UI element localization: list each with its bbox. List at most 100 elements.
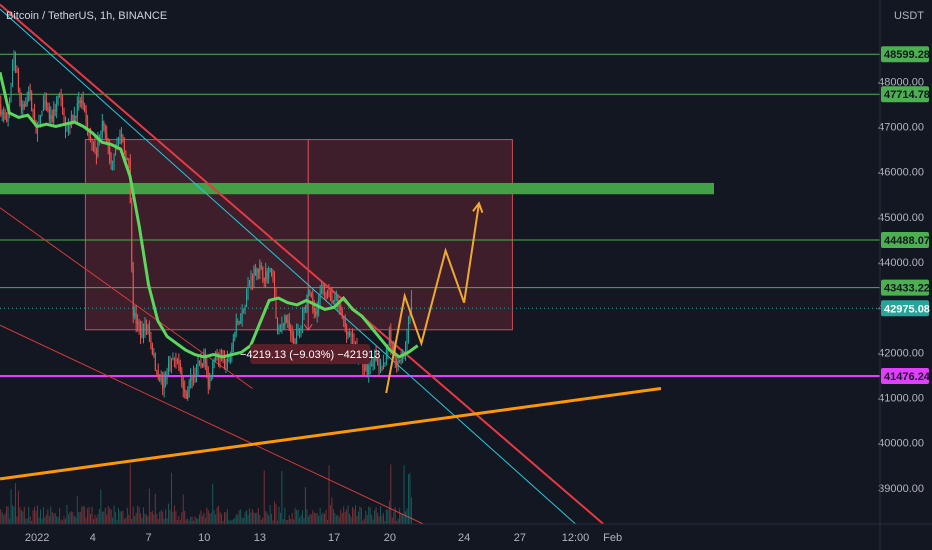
volume-bar [112,517,114,524]
volume-bar [168,503,170,524]
volume-bar [240,509,242,524]
volume-bar [306,508,308,524]
volume-bar [254,513,256,524]
candle-body [271,268,273,275]
volume-bar [284,507,286,524]
candle-body [16,70,18,72]
candle-body [285,316,287,323]
candle-body [170,358,172,368]
volume-bar [378,516,380,524]
volume-bar [193,520,195,524]
candle-body [309,290,311,295]
price-level-tag: 44488.07 [884,235,930,247]
volume-bar [13,506,15,524]
candle-body [391,345,393,350]
x-tick-label: 24 [458,532,470,544]
volume-bar [143,507,145,524]
candle-body [388,330,390,345]
candle-body [250,276,252,283]
volume-bar [90,514,92,524]
candle-body [405,346,407,356]
candle-body [179,363,181,371]
volume-bar [42,507,44,524]
candle-body [79,100,81,103]
volume-bar [175,511,177,524]
candle-body [234,332,236,339]
volume-bar [310,514,312,524]
candle-body [6,119,8,122]
volume-bar [244,512,246,524]
volume-bar [148,488,150,524]
volume-bar [303,518,305,524]
volume-bar [19,507,21,524]
symbol-title: Bitcoin / TetherUS, 1h, BINANCE [6,10,168,22]
candle-body [120,134,122,136]
trendline-channel-lower [0,324,424,525]
volume-bar [1,512,3,524]
volume-bar [157,519,159,524]
volume-bar [382,513,384,524]
volume-bar [359,506,361,524]
volume-bar [385,509,387,524]
volume-bar [301,510,303,524]
volume-bar [26,518,28,524]
volume-bar [188,520,190,524]
volume-bar [319,507,321,524]
volume-bar [212,483,214,524]
candle-body [316,310,318,315]
candle-body [140,328,142,338]
currency-label[interactable]: USDT [894,10,924,22]
volume-bar [266,512,268,524]
candle-body [352,333,354,336]
volume-bar [375,507,377,524]
volume-bar [287,519,289,524]
volume-bar [228,519,230,524]
candle-body [294,342,296,344]
candle-body [409,313,411,318]
candle-body [66,128,68,130]
volume-bar [82,505,84,524]
candle-body [72,115,74,123]
y-tick-label: 39000.00 [878,483,924,495]
volume-bar [65,518,67,524]
volume-bar [170,472,172,524]
candle-body [207,374,209,388]
volume-bar [272,520,274,524]
measure-arrow [303,323,313,332]
volume-bar [165,509,167,524]
volume-bar [265,511,267,524]
volume-bar [187,518,189,524]
candle-body [291,333,293,338]
volume-bar [356,515,358,524]
volume-bar [331,497,333,524]
volume-bar [329,505,331,524]
candle-body [190,376,192,382]
volume-bar [28,506,30,524]
candle-body [70,115,72,127]
candle-body [369,364,371,367]
candle-body [57,96,59,100]
volume-bar [380,505,382,524]
candle-body [318,299,320,311]
volume-bar [163,518,165,524]
candle-body [169,362,171,368]
volume-bar [120,511,122,524]
candle-body [151,344,153,355]
volume-bar [63,516,65,524]
x-tick-label: 12:00 [562,532,590,544]
trendline-descending-teal [0,8,576,525]
volume-bar [313,512,315,524]
volume-bar [37,505,39,524]
volume-bar [73,515,75,524]
candle-body [29,91,31,93]
candle-body [372,362,374,366]
volume-bar [79,511,81,524]
volume-bar [178,516,180,524]
volume-bar [250,512,252,524]
volume-bar [327,520,329,524]
volume-bar [44,517,46,524]
candle-body [59,96,61,98]
candle-body [95,153,97,157]
